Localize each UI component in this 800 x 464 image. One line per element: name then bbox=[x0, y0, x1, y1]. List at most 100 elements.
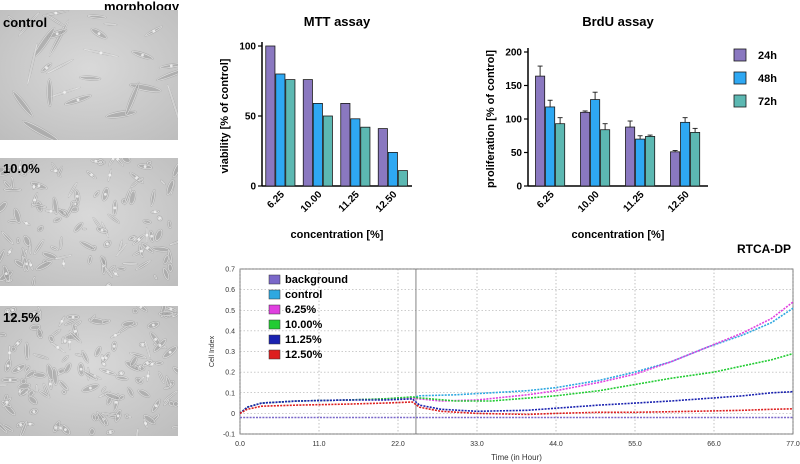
cell bbox=[0, 332, 8, 337]
cell bbox=[170, 425, 178, 430]
cell bbox=[154, 228, 163, 242]
bar bbox=[600, 129, 611, 187]
cell bbox=[134, 306, 148, 313]
cell bbox=[18, 387, 30, 397]
cell bbox=[107, 168, 112, 182]
cell bbox=[79, 240, 96, 251]
y-axis-label: Cell Index bbox=[209, 335, 216, 367]
x-tick-label: 6.25 bbox=[535, 189, 557, 211]
legend-swatch bbox=[268, 289, 281, 300]
cell bbox=[166, 179, 175, 196]
cell bbox=[27, 395, 38, 405]
cell bbox=[81, 383, 100, 393]
cell bbox=[50, 245, 59, 251]
cell bbox=[62, 258, 66, 269]
x-tick-label: 10.00 bbox=[576, 189, 602, 215]
x-tick-label: 11.0 bbox=[312, 441, 325, 448]
cell bbox=[91, 413, 97, 422]
cell bbox=[138, 375, 146, 383]
cell bbox=[132, 307, 139, 315]
bar bbox=[545, 106, 556, 187]
cell bbox=[33, 239, 45, 255]
y-axis-label: proliferation [% of control] bbox=[485, 50, 497, 188]
cell bbox=[112, 199, 118, 217]
cell bbox=[124, 413, 130, 420]
cell bbox=[101, 386, 107, 393]
cell bbox=[162, 345, 178, 359]
cell bbox=[19, 420, 28, 436]
cell bbox=[21, 254, 26, 272]
x-tick-label: 77.0 bbox=[786, 441, 800, 448]
cell bbox=[19, 168, 27, 177]
cell bbox=[22, 235, 32, 247]
cell bbox=[112, 270, 120, 278]
x-tick-label: 22.0 bbox=[391, 441, 405, 448]
legend-swatch bbox=[733, 48, 747, 62]
bar bbox=[322, 115, 333, 187]
cell bbox=[28, 259, 34, 271]
cell bbox=[142, 359, 153, 367]
cell bbox=[8, 344, 11, 361]
cell bbox=[105, 429, 115, 435]
cell bbox=[73, 221, 84, 233]
cell bbox=[151, 398, 161, 413]
cell bbox=[121, 320, 136, 328]
x-tick-label: 44.0 bbox=[549, 441, 563, 448]
cell bbox=[2, 264, 11, 283]
cell bbox=[0, 377, 20, 383]
cell bbox=[25, 422, 35, 427]
bar bbox=[350, 118, 361, 187]
cell bbox=[148, 361, 156, 367]
cell bbox=[135, 259, 152, 271]
cell bbox=[158, 370, 165, 384]
bar bbox=[360, 126, 371, 187]
y-tick-label: 0 bbox=[231, 411, 235, 418]
cell bbox=[124, 187, 132, 206]
cell bbox=[24, 341, 30, 361]
brdu-assay-chart: BrdU assay 0 50 100 150 200 proliferation [% o… bbox=[485, 14, 777, 241]
micrograph-label-control: control bbox=[3, 15, 48, 30]
cell bbox=[58, 315, 66, 327]
cell bbox=[22, 220, 31, 226]
cell bbox=[81, 227, 88, 231]
legend-label: 24h bbox=[758, 50, 777, 62]
cell bbox=[73, 320, 82, 327]
cell bbox=[94, 345, 102, 358]
cell bbox=[21, 120, 60, 140]
cell bbox=[163, 386, 170, 390]
cell bbox=[144, 25, 164, 37]
cell bbox=[45, 14, 66, 27]
cell bbox=[54, 254, 73, 260]
bar bbox=[535, 75, 546, 187]
micrograph-control bbox=[0, 10, 178, 140]
legend-label: 12.50% bbox=[285, 349, 323, 361]
mtt-assay-chart: MTT assay 0 50 100 viability [% of control] 6… bbox=[219, 14, 412, 241]
cell bbox=[143, 414, 157, 425]
cell bbox=[57, 424, 64, 432]
cell bbox=[138, 244, 145, 258]
y-tick-label: 0.6 bbox=[225, 287, 235, 294]
x-tick-label: 12.50 bbox=[374, 189, 400, 215]
y-tick-label: 100 bbox=[239, 42, 256, 53]
cell bbox=[110, 332, 121, 339]
cell bbox=[103, 22, 118, 26]
cell bbox=[4, 359, 12, 373]
cell bbox=[30, 181, 48, 190]
cell bbox=[90, 158, 102, 164]
cell bbox=[115, 242, 128, 257]
cell bbox=[61, 389, 67, 395]
cell bbox=[153, 274, 158, 281]
cell bbox=[146, 321, 160, 330]
cell bbox=[96, 411, 106, 427]
cell bbox=[30, 276, 36, 286]
cell bbox=[108, 264, 116, 272]
cell bbox=[44, 209, 58, 214]
cell bbox=[140, 242, 155, 254]
cell bbox=[115, 375, 129, 381]
rtca-dp-chart: RTCA-DP 0.0 11.0 22.0 33.0 44.0 55.0 66.0 77.0 -0… bbox=[209, 242, 800, 462]
cell bbox=[7, 247, 13, 256]
legend-swatch bbox=[733, 94, 747, 108]
cell bbox=[27, 42, 38, 86]
cell bbox=[38, 389, 51, 399]
cell bbox=[31, 203, 48, 209]
